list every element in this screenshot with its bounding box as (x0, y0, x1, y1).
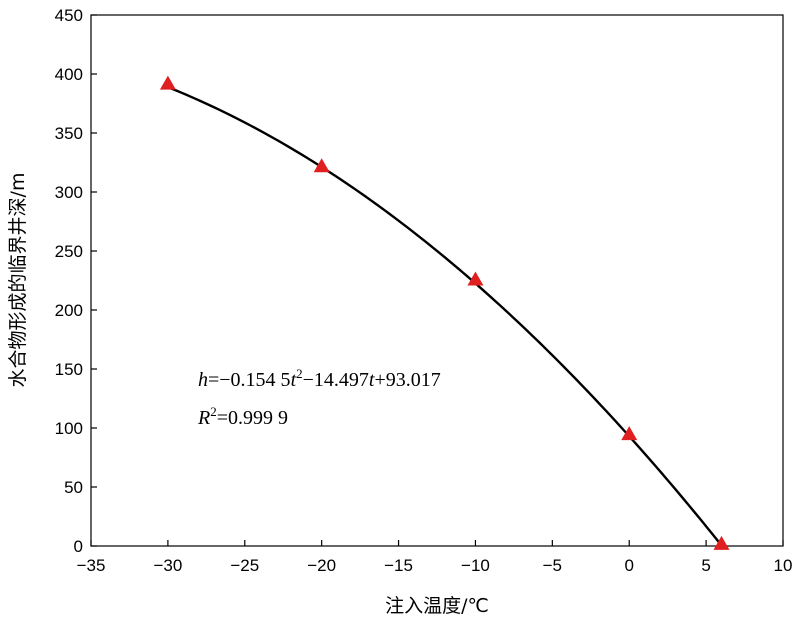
data-point-marker (159, 75, 176, 90)
data-point-marker (621, 426, 638, 441)
eq-sup: 2 (296, 366, 303, 381)
y-tick-label: 100 (55, 419, 83, 438)
x-tick-label: −25 (230, 556, 259, 575)
y-tick-label: 350 (55, 124, 83, 143)
x-tick-label: −15 (384, 556, 413, 575)
eq-part-2: −14.497 (303, 369, 369, 391)
x-tick-label: 10 (774, 556, 793, 575)
x-axis: −35 −30 −25 −20 −15 −10 −5 0 5 10 (77, 540, 793, 575)
fit-curve (167, 86, 723, 547)
y-axis-title: 水合物形成的临界井深/m (7, 173, 29, 388)
data-point-marker (313, 158, 330, 173)
y-tick-label: 450 (55, 6, 83, 25)
r2-value: =0.999 9 (217, 407, 288, 429)
x-tick-label: −30 (153, 556, 182, 575)
y-tick-label: 400 (55, 65, 83, 84)
y-tick-label: 200 (55, 301, 83, 320)
y-tick-label: 250 (55, 242, 83, 261)
data-markers (159, 75, 730, 550)
eq-t1: t (291, 369, 297, 391)
r2-sup: 2 (210, 404, 217, 419)
y-tick-label: 150 (55, 360, 83, 379)
r2-r: R (197, 407, 210, 429)
x-tick-label: 5 (701, 556, 710, 575)
eq-t2: t (369, 369, 375, 391)
x-axis-title: 注入温度/℃ (385, 595, 489, 617)
x-tick-label: −10 (461, 556, 490, 575)
eq-part-1: =−0.154 5 (208, 369, 291, 391)
r-squared: R2=0.999 9 (197, 404, 288, 429)
data-point-marker (467, 271, 484, 286)
eq-part-3: +93.017 (374, 369, 440, 391)
y-tick-label: 300 (55, 183, 83, 202)
y-axis: 0 50 100 150 200 250 300 350 400 450 (55, 6, 97, 556)
plot-frame (90, 14, 784, 547)
plot-area (90, 14, 784, 547)
x-tick-label: 0 (624, 556, 633, 575)
x-tick-label: −35 (77, 556, 106, 575)
x-tick-label: −5 (543, 556, 562, 575)
x-tick-label: −20 (307, 556, 336, 575)
y-tick-label: 0 (74, 537, 83, 556)
fit-equation: h=−0.154 5t2−14.497t+93.017 (198, 366, 441, 391)
eq-h: h (198, 369, 208, 391)
data-point-marker (713, 535, 730, 550)
y-tick-label: 50 (64, 478, 83, 497)
